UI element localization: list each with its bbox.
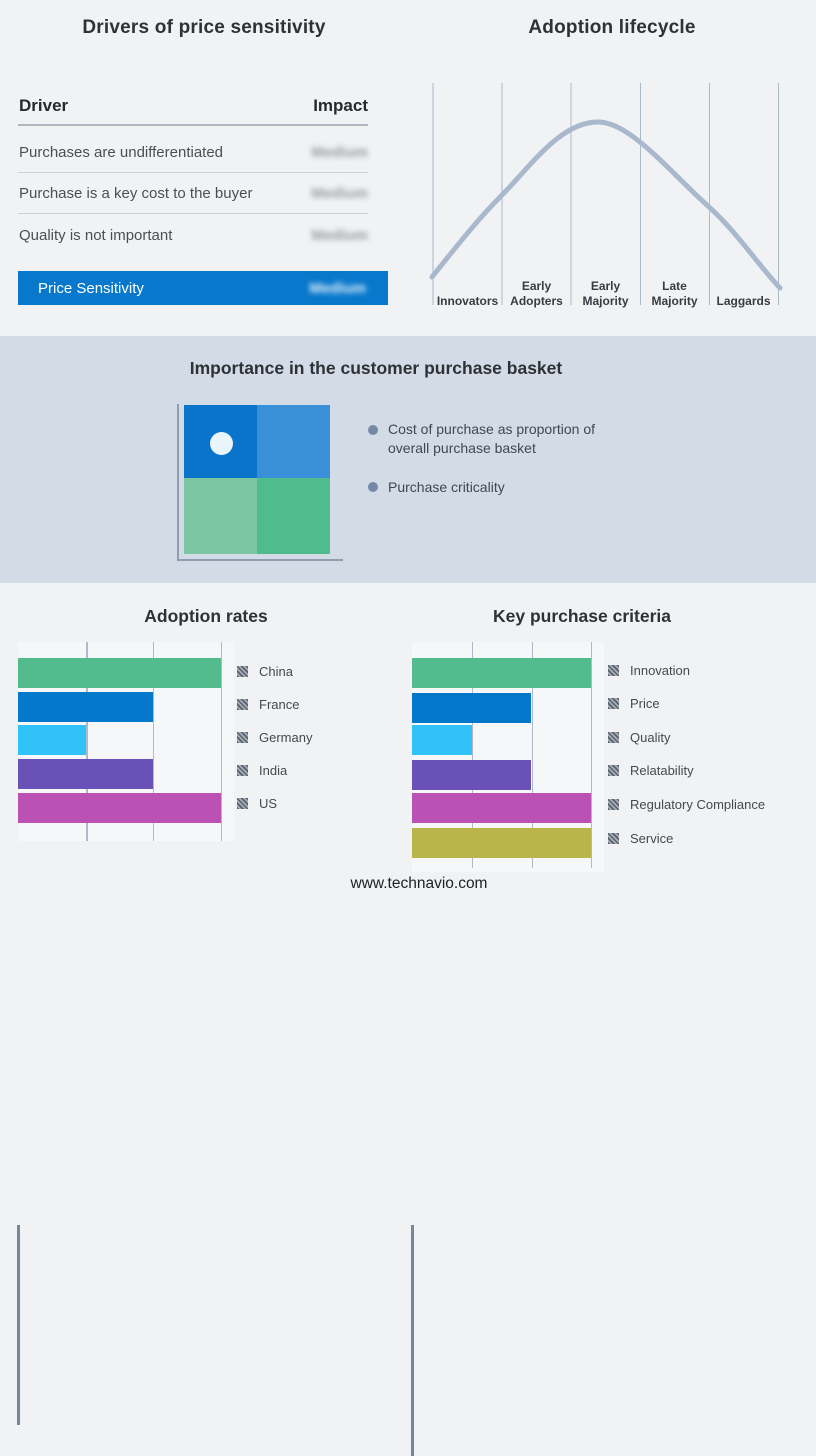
bottom-section: Adoption rates China France Germany Indi… — [0, 583, 816, 1456]
hatch-swatch-icon — [237, 665, 248, 677]
key-purchase-criteria-title: Key purchase criteria — [492, 606, 671, 626]
quadrant-bottom-left — [184, 478, 257, 554]
legend-item-innovation: Innovation — [608, 662, 690, 678]
legend-item-price: Price — [608, 695, 660, 711]
row-divider — [18, 172, 368, 173]
lifecycle-curve — [429, 119, 783, 291]
gridline — [531, 642, 533, 868]
quadrant-matrix — [184, 405, 330, 554]
hatch-swatch-icon — [237, 731, 248, 743]
hatch-swatch-icon — [237, 797, 248, 809]
impact-column-header: Impact — [313, 96, 368, 115]
quadrant-top-right — [257, 405, 330, 478]
legend-item-india: India — [237, 762, 287, 778]
stage-label-early-adopters: Early Adopters — [510, 278, 563, 309]
bar-india — [18, 759, 154, 789]
legend-item-france: France — [237, 696, 299, 712]
bullet-cost-of-purchase: Cost of purchase as proportion of overal… — [388, 421, 596, 456]
bullet-purchase-criticality: Purchase criticality — [388, 479, 505, 495]
bullet-icon — [368, 425, 378, 435]
legend-item-germany: Germany — [237, 729, 312, 745]
gridline — [220, 642, 222, 841]
table-row-driver: Purchases are undifferentiated — [19, 144, 224, 161]
driver-column-header: Driver — [19, 96, 69, 115]
adoption-rates-plot — [18, 642, 234, 841]
table-row-impact: Medium — [311, 185, 368, 202]
gridline — [86, 642, 88, 841]
legend-item-relatability: Relatability — [608, 762, 694, 778]
bar-germany — [18, 725, 86, 755]
bar-quality — [412, 725, 472, 755]
stage-label-early-majority: Early Majority — [582, 278, 629, 309]
row-divider — [18, 213, 368, 214]
table-row-impact: Medium — [311, 144, 368, 161]
quadrant-x-axis — [177, 559, 343, 561]
gridline — [590, 642, 592, 868]
hatch-swatch-icon — [608, 664, 619, 676]
key-purchase-criteria-plot — [412, 642, 604, 872]
bar-france — [18, 692, 154, 722]
bar-us — [18, 793, 222, 823]
quadrant-y-axis — [177, 404, 179, 561]
hatch-swatch-icon — [237, 698, 248, 710]
legend-item-us: US — [237, 795, 277, 811]
gridline — [471, 642, 473, 868]
purchase-basket-title: Importance in the customer purchase bask… — [189, 358, 563, 378]
position-marker-dot — [210, 432, 233, 455]
table-row-driver: Purchase is a key cost to the buyer — [19, 185, 253, 202]
hatch-swatch-icon — [608, 731, 619, 743]
quadrant-bottom-right — [257, 478, 330, 554]
footer-url: www.technavio.com — [350, 875, 488, 892]
drivers-panel: Drivers of price sensitivity Driver Impa… — [0, 0, 408, 336]
table-row-driver: Quality is not important — [19, 227, 173, 244]
stage-label-late-majority: Late Majority — [651, 278, 698, 309]
lifecycle-panel: Adoption lifecycle Innovators Early Adop… — [408, 0, 816, 336]
hatch-swatch-icon — [608, 832, 619, 844]
lifecycle-chart — [429, 83, 783, 305]
purchase-basket-section: Importance in the customer purchase bask… — [0, 336, 816, 583]
stage-label-innovators: Innovators — [436, 294, 499, 309]
bar-service — [412, 828, 592, 858]
legend-item-china: China — [237, 663, 293, 679]
hatch-swatch-icon — [608, 764, 619, 776]
legend-item-service: Service — [608, 830, 673, 846]
bullet-icon — [368, 482, 378, 492]
price-sensitivity-label: Price Sensitivity — [38, 279, 144, 297]
stage-label-laggards: Laggards — [716, 294, 771, 309]
bar-china — [18, 658, 222, 688]
legend-item-quality: Quality — [608, 729, 670, 745]
price-sensitivity-row: Price Sensitivity Medium — [18, 271, 388, 305]
drivers-panel-title: Drivers of price sensitivity — [82, 17, 326, 38]
table-row-impact: Medium — [311, 227, 368, 244]
lifecycle-panel-title: Adoption lifecycle — [528, 17, 696, 38]
bar-regulatory-compliance — [412, 793, 592, 823]
adoption-rates-title: Adoption rates — [144, 606, 268, 626]
hatch-swatch-icon — [608, 697, 619, 709]
bar-relatability — [412, 760, 532, 790]
hatch-swatch-icon — [237, 764, 248, 776]
hatch-swatch-icon — [608, 798, 619, 810]
table-header-rule — [18, 124, 368, 126]
gridline — [152, 642, 154, 841]
bar-price — [412, 693, 532, 723]
top-section: Drivers of price sensitivity Driver Impa… — [0, 0, 816, 336]
adoption-rates-y-axis — [16, 1225, 20, 1425]
price-sensitivity-impact: Medium — [309, 279, 366, 297]
legend-item-regulatory-compliance: Regulatory Compliance — [608, 796, 765, 812]
bar-innovation — [412, 658, 592, 688]
key-purchase-criteria-y-axis — [410, 1225, 414, 1456]
